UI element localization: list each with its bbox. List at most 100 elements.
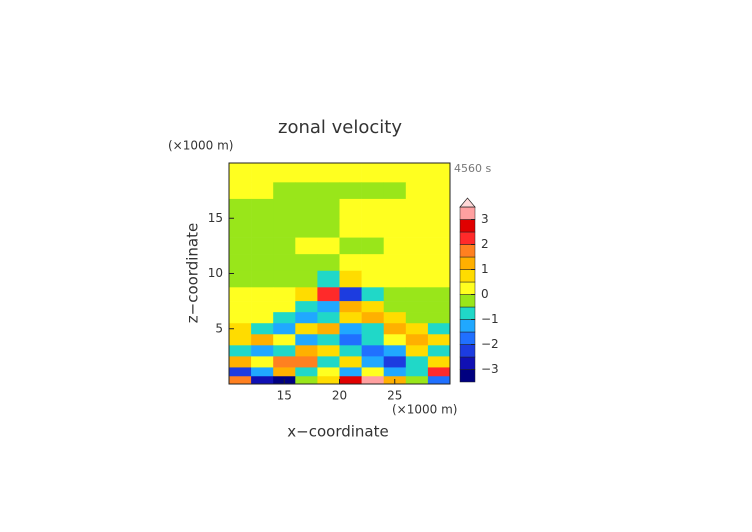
colorbar-bin	[459, 244, 476, 258]
field-cell	[229, 218, 252, 238]
field-cell	[273, 287, 296, 302]
field-cell	[229, 237, 252, 255]
field-cell	[427, 182, 451, 200]
field-cell	[339, 163, 362, 183]
field-cell	[427, 254, 451, 272]
field-cell	[339, 198, 362, 219]
field-cell	[339, 301, 362, 313]
field-cell	[251, 334, 274, 346]
field-cell	[295, 323, 318, 335]
field-cell	[273, 301, 296, 313]
field-cell	[427, 198, 451, 219]
field-cell	[427, 301, 451, 313]
field-cell	[273, 237, 296, 255]
field-cell	[229, 345, 252, 357]
field-cell	[361, 163, 384, 183]
field-cell	[229, 254, 252, 272]
field-cell	[273, 312, 296, 324]
field-cell	[251, 367, 274, 377]
field-cell	[295, 376, 318, 385]
field-cell	[383, 323, 407, 335]
field-cell	[273, 323, 296, 335]
field-cell	[383, 237, 407, 255]
field-cell	[339, 323, 362, 335]
field-cell	[405, 334, 429, 346]
field-cell	[317, 323, 340, 335]
field-cell	[383, 254, 407, 272]
colorbar-bin	[459, 256, 476, 270]
field-cell	[383, 356, 407, 368]
y-tick-label: 10	[208, 266, 223, 280]
field-cell	[427, 356, 451, 368]
field-cell	[273, 345, 296, 357]
field-cell	[229, 163, 252, 183]
field-cell	[251, 301, 274, 313]
field-cell	[229, 356, 252, 368]
field-cell	[361, 270, 384, 288]
field-cell	[361, 312, 384, 324]
colorbar-tick-label: 0	[481, 287, 489, 301]
field-cell	[427, 323, 451, 335]
field-cell	[251, 345, 274, 357]
field-cell	[317, 218, 340, 238]
field-cell	[317, 182, 340, 200]
field-cell	[273, 254, 296, 272]
field-cell	[229, 312, 252, 324]
colorbar-tick-label: 2	[481, 237, 489, 251]
field-cell	[427, 270, 451, 288]
field-cell	[405, 312, 429, 324]
colorbar-bin	[459, 356, 476, 370]
field-cell	[427, 237, 451, 255]
field-cell	[405, 182, 429, 200]
field-cell	[251, 356, 274, 368]
field-cell	[295, 312, 318, 324]
chart-title: zonal velocity	[278, 117, 402, 138]
field	[229, 163, 451, 385]
field-cell	[295, 270, 318, 288]
field-cell	[383, 367, 407, 377]
field-cell	[251, 254, 274, 272]
field-cell	[295, 301, 318, 313]
field-cell	[295, 198, 318, 219]
field-cell	[405, 198, 429, 219]
time-label: 4560 s	[454, 162, 491, 175]
y-tick-label: 15	[208, 211, 223, 225]
y-axis-label: z−coordinate	[184, 223, 202, 323]
field-cell	[405, 254, 429, 272]
field-cell	[405, 163, 429, 183]
field-cell	[251, 237, 274, 255]
field-cell	[317, 270, 340, 288]
field-cell	[383, 345, 407, 357]
field-cell	[339, 367, 362, 377]
field-cell	[273, 270, 296, 288]
field-cell	[383, 198, 407, 219]
field-cell	[383, 312, 407, 324]
field-cell	[229, 323, 252, 335]
field-cell	[295, 287, 318, 302]
field-cell	[383, 163, 407, 183]
field-cell	[229, 182, 252, 200]
field-cell	[251, 218, 274, 238]
field-cell	[427, 287, 451, 302]
field-cell	[273, 218, 296, 238]
colorbar-extend	[459, 197, 476, 208]
field-cell	[251, 323, 274, 335]
field-cell	[361, 345, 384, 357]
field-cell	[405, 237, 429, 255]
x-axis-label: x−coordinate	[287, 423, 388, 441]
axes: 15 20 25 5 10 15 −3 −2 −1 0 1 2 3	[208, 162, 499, 403]
field-cell	[383, 301, 407, 313]
field-cell	[339, 237, 362, 255]
colorbar-bin	[459, 331, 476, 345]
field-cell	[317, 356, 340, 368]
field-cell	[317, 254, 340, 272]
field-cell	[273, 182, 296, 200]
field-cell	[405, 356, 429, 368]
field-cell	[273, 356, 296, 368]
field-cell	[361, 356, 384, 368]
field-cell	[251, 376, 274, 385]
field-cell	[427, 334, 451, 346]
field-cell	[361, 182, 384, 200]
field-cell	[427, 376, 451, 385]
y-unit: (×1000 m)	[168, 139, 233, 153]
